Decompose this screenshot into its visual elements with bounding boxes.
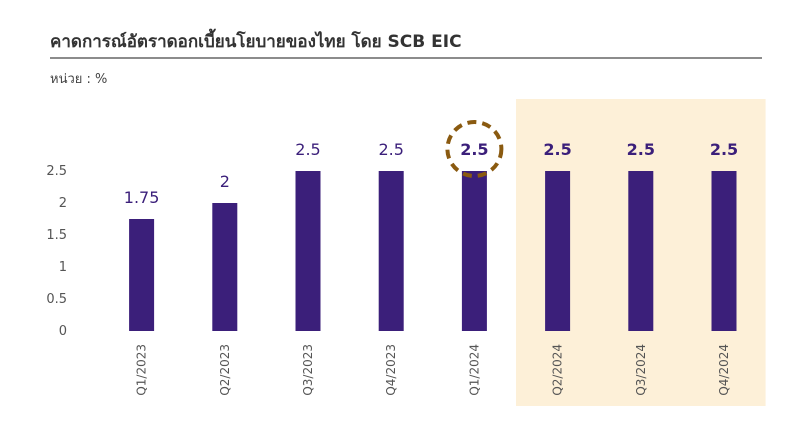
- bar: [378, 171, 404, 331]
- y-tick-label: 0.5: [46, 292, 67, 307]
- data-label: 2.5: [460, 140, 488, 159]
- y-tick-label: 2.5: [46, 164, 67, 179]
- y-tick-label: 0: [59, 324, 67, 339]
- unit-label: หน่วย : %: [50, 72, 108, 87]
- data-label: 2.5: [543, 140, 571, 159]
- bar: [129, 219, 155, 331]
- x-tick-label: Q2/2023: [218, 344, 232, 396]
- x-tick-label: Q3/2023: [301, 344, 315, 396]
- data-label: 2.5: [295, 140, 320, 159]
- x-tick-label: Q3/2024: [634, 344, 648, 396]
- bar: [711, 171, 737, 331]
- title-divider: [50, 57, 762, 59]
- x-tick-label: Q2/2024: [551, 344, 565, 396]
- x-tick-label: Q1/2024: [467, 344, 481, 396]
- bar: [461, 171, 487, 331]
- bar: [212, 203, 238, 331]
- highlight-circle: [445, 120, 504, 178]
- bar: [628, 171, 654, 331]
- y-tick-label: 2: [59, 196, 67, 211]
- y-tick-label: 1: [59, 260, 67, 275]
- x-tick-label: Q1/2023: [135, 344, 149, 396]
- data-label: 2.5: [627, 140, 655, 159]
- x-tick-label: Q4/2024: [717, 344, 731, 396]
- data-label: 2.5: [710, 140, 738, 159]
- bar: [295, 171, 321, 331]
- x-tick-label: Q4/2023: [384, 344, 398, 396]
- data-label: 1.75: [124, 188, 160, 207]
- chart-title: คาดการณ์อัตราดอกเบี้ยนโยบายของไทย โดย SC…: [50, 32, 462, 52]
- data-label: 2.5: [378, 140, 403, 159]
- y-tick-label: 1.5: [46, 228, 67, 243]
- bar: [545, 171, 571, 331]
- data-label: 2: [220, 172, 230, 191]
